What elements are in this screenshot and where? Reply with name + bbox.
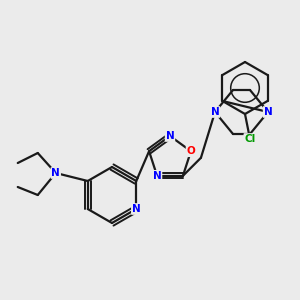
Text: N: N (264, 107, 272, 117)
Text: N: N (211, 107, 219, 117)
Text: O: O (187, 146, 195, 156)
Text: N: N (51, 168, 60, 178)
Text: Cl: Cl (244, 134, 256, 144)
Text: N: N (132, 204, 141, 214)
Text: N: N (153, 171, 161, 181)
Text: N: N (166, 131, 174, 141)
